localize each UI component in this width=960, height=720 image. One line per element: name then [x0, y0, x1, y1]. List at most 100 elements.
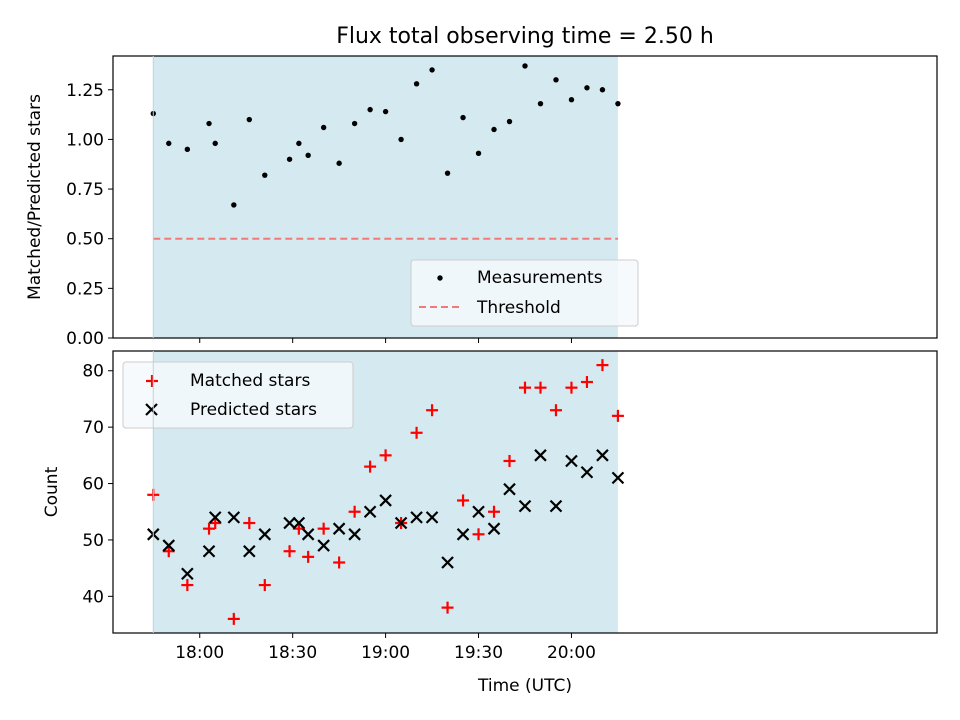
predicted-star-point [580, 465, 594, 479]
predicted-star-point [317, 539, 330, 552]
y-tick-label: 0.75 [66, 180, 104, 200]
measurement-point [537, 100, 544, 107]
predicted-star-point [487, 522, 501, 535]
x-axis-label: Time (UTC) [477, 676, 572, 696]
matched-star-point [348, 505, 361, 518]
y-tick-label: 0.50 [66, 230, 104, 250]
matched-star-point [333, 556, 346, 569]
matched-star-point [162, 545, 175, 558]
matched-star-point [549, 404, 562, 417]
count-plot-frame [112, 350, 938, 634]
matched-stars-points [147, 359, 624, 625]
matched-star-point [580, 376, 593, 389]
x-tick-label: 18:00 [175, 643, 224, 663]
predicted-star-point [208, 511, 222, 524]
matched-star-point [203, 522, 216, 535]
matched-star-point [379, 449, 392, 462]
measurement-point [615, 100, 621, 107]
legend-matched-marker [146, 375, 158, 387]
measurement-point [206, 120, 212, 127]
measurement-point [320, 124, 327, 131]
matched-star-point [258, 579, 271, 592]
y-tick-label: 60 [82, 475, 104, 495]
measurement-point [184, 146, 191, 153]
measurement-point [166, 140, 172, 147]
ratio-legend: Measurements Threshold [410, 259, 639, 327]
ratio-x-ticks [199, 338, 572, 343]
count-legend: Matched stars Predicted stars [122, 361, 354, 429]
y-tick-label: 0.25 [66, 279, 104, 299]
count-y-axis-label: Count [42, 466, 62, 517]
predicted-star-point [565, 454, 578, 468]
legend-measurements-marker [437, 275, 443, 281]
measurement-point [262, 172, 268, 178]
matched-star-point [519, 381, 531, 394]
count-legend-box [122, 361, 354, 429]
predicted-star-point [534, 449, 547, 462]
matched-star-point [596, 359, 609, 372]
matched-star-point [243, 517, 256, 530]
measurement-point [246, 116, 253, 123]
measurement-point [351, 120, 358, 127]
measurement-point [336, 160, 342, 166]
matched-star-point [488, 505, 501, 518]
matched-star-point [457, 494, 470, 507]
y-tick-label: 1.00 [66, 130, 104, 150]
x-tick-label: 20:00 [547, 643, 596, 663]
y-tick-label: 0.00 [66, 329, 104, 349]
chart-title: Flux total observing time = 2.50 h [336, 24, 714, 49]
count-panel: 40 50 60 70 80 18:00 18:30 19:00 19:30 20:00 Cou… [42, 350, 938, 696]
measurement-point [231, 202, 237, 208]
predicted-star-point [472, 505, 485, 519]
predicted-star-point [611, 471, 625, 485]
y-tick-label: 1.25 [66, 81, 104, 101]
y-tick-label: 80 [82, 362, 104, 382]
predicted-star-point [549, 499, 563, 513]
legend-measurements-label: Measurements [477, 268, 603, 288]
predicted-star-point [596, 449, 609, 462]
predicted-star-point [202, 544, 216, 558]
x-tick-label: 19:00 [361, 643, 410, 663]
ratio-y-ticks: 0.00 0.25 0.50 0.75 1.00 1.25 [66, 81, 113, 349]
count-x-ticks: 18:00 18:30 19:00 19:30 20:00 [175, 633, 596, 663]
predicted-star-point [243, 544, 256, 558]
count-y-ticks: 40 50 60 70 80 [82, 362, 113, 607]
predicted-star-point [258, 528, 272, 541]
legend-matched-label: Matched stars [190, 371, 310, 391]
predicted-star-point [425, 511, 439, 524]
predicted-star-point [227, 511, 241, 524]
measurement-point [491, 126, 497, 133]
predicted-star-point [394, 516, 408, 530]
legend-predicted-label: Predicted stars [190, 400, 317, 420]
predicted-star-point [518, 499, 532, 513]
predicted-star-point [441, 556, 454, 569]
y-tick-label: 50 [82, 531, 104, 551]
predicted-stars-points [146, 449, 625, 581]
measurement-point [475, 150, 482, 157]
measurement-point [506, 118, 513, 125]
measurement-point [522, 63, 528, 69]
measurement-point [553, 77, 559, 83]
measurement-point [584, 85, 590, 91]
measurement-point [460, 114, 466, 121]
matched-star-point [503, 454, 516, 467]
legend-threshold-label: Threshold [476, 298, 561, 318]
ratio-plot-frame [112, 55, 938, 339]
y-tick-label: 40 [82, 587, 104, 607]
x-tick-label: 18:30 [268, 643, 317, 663]
matched-star-point [209, 517, 222, 530]
predicted-star-point [410, 511, 423, 524]
predicted-star-point [162, 539, 176, 552]
matched-star-point [283, 545, 296, 558]
measurement-point [382, 108, 389, 115]
matched-star-point [181, 579, 194, 592]
predicted-star-point [292, 516, 306, 530]
predicted-star-point [363, 505, 377, 519]
predicted-star-point [301, 528, 315, 541]
measurement-point [286, 156, 293, 162]
ratio-panel: 0.00 0.25 0.50 0.75 1.00 1.25 Matched/Predict… [25, 55, 938, 349]
matched-star-point [611, 409, 624, 422]
measurement-points [150, 63, 621, 208]
measurement-point [296, 140, 302, 147]
